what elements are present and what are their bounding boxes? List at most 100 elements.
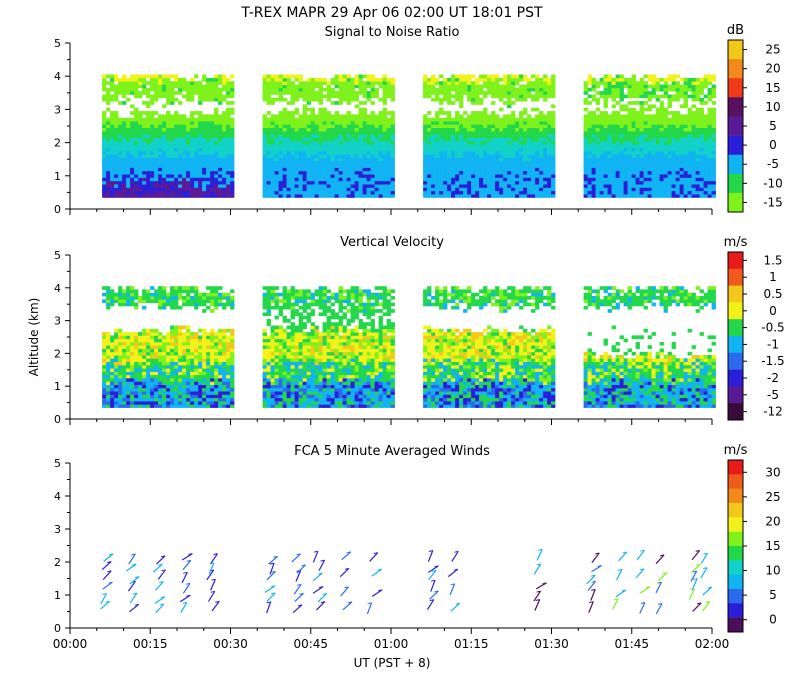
snr-cell — [362, 184, 367, 188]
snr-cell — [467, 194, 472, 198]
snr-cell — [639, 111, 644, 115]
snr-cell — [282, 91, 287, 95]
snr-cell — [659, 121, 664, 125]
snr-cell — [443, 81, 448, 85]
vv-cell — [102, 358, 107, 362]
snr-cell — [158, 87, 163, 92]
snr-cell — [110, 117, 115, 122]
snr-cell — [603, 150, 608, 155]
snr-cell — [679, 137, 684, 142]
snr-cell — [459, 137, 464, 142]
snr-cell — [262, 94, 267, 99]
snr-cell — [310, 107, 315, 112]
snr-cell — [467, 177, 472, 182]
vv-cell — [102, 384, 107, 389]
vv-cell — [110, 394, 115, 399]
snr-cell — [346, 137, 351, 142]
snr-cell — [471, 87, 476, 92]
snr-cell — [479, 117, 484, 122]
vv-cell — [150, 296, 155, 300]
snr-cell — [146, 167, 151, 172]
snr-cell — [699, 190, 704, 195]
snr-cell — [214, 127, 219, 132]
snr-cell — [447, 190, 452, 195]
snr-cell — [342, 81, 347, 85]
snr-cell — [162, 104, 167, 109]
snr-cell — [635, 190, 640, 195]
snr-cell — [310, 137, 315, 142]
snr-cell — [603, 121, 608, 125]
vv-cell — [158, 361, 163, 366]
snr-cell — [334, 157, 339, 162]
snr-cell — [318, 127, 323, 132]
snr-cell — [110, 131, 115, 135]
snr-cell — [134, 160, 139, 165]
snr-cell — [142, 137, 147, 142]
vv-cell — [158, 335, 163, 340]
snr-cell — [270, 81, 275, 85]
vv-cell — [134, 348, 139, 353]
snr-cell — [382, 164, 387, 168]
snr-cell — [170, 121, 175, 125]
snr-cell — [138, 180, 143, 185]
snr-cell — [427, 91, 432, 95]
vv-cell — [166, 387, 171, 392]
snr-cell — [679, 127, 684, 132]
snr-cell — [202, 114, 207, 119]
snr-cell — [206, 114, 211, 119]
snr-cell — [635, 174, 640, 178]
snr-cell — [106, 94, 111, 99]
vv-cell — [158, 355, 163, 359]
snr-cell — [643, 157, 648, 162]
snr-cell — [370, 190, 375, 195]
vv-cell — [170, 345, 175, 349]
vv-cell — [186, 332, 191, 336]
snr-cell — [266, 131, 271, 135]
snr-cell — [322, 127, 327, 132]
snr-cell — [358, 74, 363, 79]
snr-cell — [647, 164, 652, 168]
snr-cell — [551, 104, 556, 109]
snr-cell — [162, 170, 167, 175]
vv-cell — [154, 364, 159, 369]
snr-cell — [643, 144, 648, 148]
vv-cell — [186, 348, 191, 353]
snr-cell — [547, 124, 552, 128]
snr-cell — [330, 187, 335, 192]
snr-cell — [334, 111, 339, 115]
snr-cell — [487, 77, 492, 82]
snr-cell — [326, 114, 331, 119]
snr-cell — [623, 184, 628, 188]
snr-cell — [591, 131, 596, 135]
snr-cell — [519, 154, 524, 158]
snr-cell — [362, 150, 367, 155]
snr-cell — [543, 194, 548, 198]
snr-cell — [174, 184, 179, 188]
snr-cell — [615, 101, 620, 105]
snr-cell — [583, 190, 588, 195]
snr-cell — [607, 137, 612, 142]
vv-cell — [182, 381, 187, 385]
snr-cell — [627, 150, 632, 155]
snr-cell — [547, 164, 552, 168]
snr-cell — [655, 160, 660, 165]
snr-cell — [459, 150, 464, 155]
snr-cell — [615, 157, 620, 162]
snr-cell — [126, 160, 131, 165]
snr-cell — [543, 187, 548, 192]
vv-cell — [110, 348, 115, 353]
snr-cell — [354, 134, 359, 138]
snr-cell — [166, 101, 171, 105]
snr-cell — [386, 184, 391, 188]
snr-cell — [334, 167, 339, 172]
snr-cell — [186, 144, 191, 148]
snr-cell — [623, 170, 628, 175]
snr-cell — [455, 177, 460, 182]
snr-cell — [294, 170, 299, 175]
snr-cell — [322, 167, 327, 172]
snr-cell — [206, 124, 211, 128]
vv-cell — [138, 404, 143, 408]
snr-cell — [178, 187, 183, 192]
snr-cell — [230, 117, 235, 122]
snr-cell — [294, 174, 299, 178]
